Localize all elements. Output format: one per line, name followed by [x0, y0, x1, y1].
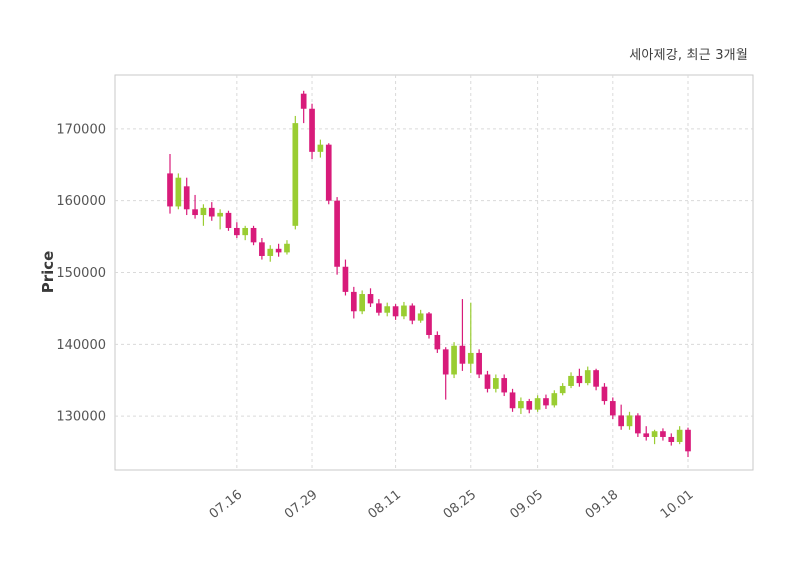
candle-body — [609, 401, 616, 416]
candle-body — [292, 123, 299, 226]
candle-body — [568, 375, 574, 386]
candle-body — [434, 334, 441, 350]
candle-body — [501, 378, 508, 393]
y-tick-label: 150000 — [56, 266, 106, 281]
y-tick-label: 130000 — [56, 410, 106, 425]
candle-body — [175, 177, 182, 207]
x-tick-label: 07.29 — [282, 487, 321, 522]
candle-body — [401, 305, 407, 317]
candle-body — [250, 227, 257, 243]
candle-body — [467, 352, 474, 364]
x-tick-label: 09.05 — [508, 487, 547, 522]
candle-body — [183, 186, 190, 210]
y-tick-label: 160000 — [56, 194, 106, 209]
candle-body — [459, 345, 466, 364]
candle-body — [626, 415, 633, 427]
candle-body — [259, 242, 265, 256]
candle-body — [409, 305, 416, 321]
candle-body — [543, 398, 549, 406]
candle-body — [392, 306, 399, 317]
candle-body — [417, 313, 424, 321]
candle-body — [267, 248, 274, 256]
candle-body — [275, 248, 282, 253]
candle-body — [309, 108, 315, 152]
x-tick-label: 09.18 — [583, 487, 622, 522]
candle-body — [492, 378, 499, 389]
candle-body — [208, 207, 215, 217]
candle-body — [668, 436, 675, 442]
candle-body — [192, 209, 198, 216]
candle-body — [376, 303, 382, 313]
candle-body — [551, 393, 558, 406]
chart-title: 세아제강, 최근 3개월 — [629, 48, 748, 63]
candle-body — [584, 370, 591, 384]
candle-body — [484, 374, 491, 389]
y-tick-label: 170000 — [56, 122, 106, 137]
candle-body — [367, 294, 374, 304]
candle-body — [534, 398, 541, 410]
candle-body — [509, 392, 516, 409]
x-tick-label: 08.25 — [441, 487, 480, 522]
candle-body — [225, 212, 232, 228]
candle-body — [660, 431, 666, 437]
candle-body — [618, 415, 625, 427]
y-tick-label: 140000 — [56, 338, 106, 353]
candle-body — [526, 401, 533, 410]
candle-body — [601, 386, 608, 402]
y-axis-label: Price — [39, 250, 57, 294]
candle-body — [635, 415, 641, 434]
candle-body — [242, 227, 249, 236]
candle-body — [559, 385, 566, 394]
candle-body — [200, 207, 207, 216]
candle-body — [359, 294, 366, 312]
candle-body — [300, 93, 307, 109]
candle-body — [167, 173, 173, 207]
candle-body — [442, 349, 449, 375]
candle-body — [233, 227, 240, 236]
candle-body — [317, 144, 324, 152]
candle-body — [685, 429, 691, 452]
candle-body — [576, 375, 583, 384]
candle-body — [643, 433, 650, 437]
candle-body — [518, 401, 524, 409]
candle-body — [342, 266, 349, 292]
candle-body — [676, 429, 683, 442]
candle-body — [593, 370, 599, 387]
candle-body — [325, 144, 332, 201]
candle-body — [217, 212, 223, 217]
candle-body — [350, 291, 357, 312]
x-tick-label: 08.11 — [365, 487, 404, 522]
candle-body — [384, 306, 391, 313]
candle-body — [476, 352, 482, 375]
x-tick-label: 07.16 — [207, 487, 246, 522]
candle-body — [651, 431, 658, 437]
candle-body — [451, 345, 457, 375]
candle-body — [426, 313, 432, 335]
x-tick-label: 10.01 — [658, 487, 697, 522]
candle-body — [334, 200, 340, 267]
candle-body — [284, 243, 290, 253]
